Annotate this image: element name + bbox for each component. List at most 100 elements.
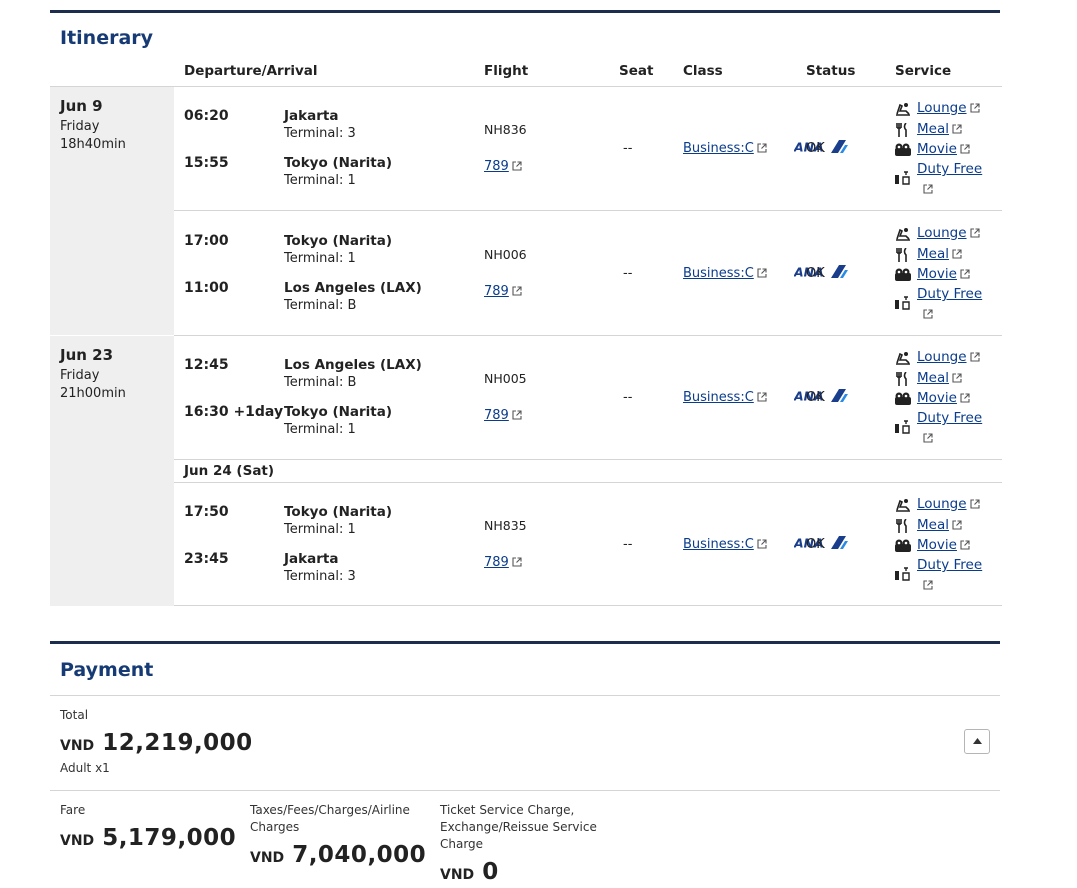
day-weekday: Friday [60,368,100,383]
external-link-icon [960,540,970,550]
ana-logo-text: ANA [794,265,824,278]
day-date: Jun 9 [60,97,103,115]
lounge-icon [896,499,910,512]
duty-free-link[interactable]: Duty Free [894,557,994,595]
departure-airport: Los Angeles (LAX) [284,357,422,373]
arrival-terminal: Terminal: 3 [284,569,356,584]
seat-value: -- [623,390,633,405]
meal-icon [896,123,907,137]
payment-divider [50,695,1000,696]
fare-amount: VND 5,179,000 [60,825,236,851]
collapse-breakdown-button[interactable] [964,729,990,754]
status-value: OK [806,266,825,281]
meal-link[interactable]: Meal [894,121,994,139]
header-departure-arrival: Departure/Arrival [184,63,318,79]
class-value[interactable]: Business:C [683,141,754,156]
itinerary-title: Itinerary [60,27,154,49]
lounge-link[interactable]: Lounge [894,225,994,243]
meal-label[interactable]: Meal [917,370,949,386]
aircraft-link[interactable]: 789 [484,555,522,570]
meal-icon [896,248,907,262]
class-value[interactable]: Business:C [683,390,754,405]
external-link-icon [757,268,767,278]
aircraft-type[interactable]: 789 [484,555,509,570]
duty-free-label[interactable]: Duty Free [917,410,983,426]
status-value: OK [806,390,825,405]
movie-link[interactable]: Movie [894,537,994,555]
lounge-label[interactable]: Lounge [917,349,967,365]
ticket-service-currency: VND [440,867,475,883]
lounge-label[interactable]: Lounge [917,225,967,241]
movie-icon [895,539,911,552]
lounge-link[interactable]: Lounge [894,349,994,367]
movie-label[interactable]: Movie [917,537,957,553]
lounge-icon [896,228,910,241]
duty-free-icon [895,420,910,434]
aircraft-link[interactable]: 789 [484,284,522,299]
duty-free-label[interactable]: Duty Free [917,286,983,302]
arrival-time: 15:55 [184,155,229,171]
duty-free-link[interactable]: Duty Free [894,286,994,324]
departure-airport: Tokyo (Narita) [284,233,393,249]
aircraft-link[interactable]: 789 [484,159,522,174]
aircraft-type[interactable]: 789 [484,284,509,299]
class-value[interactable]: Business:C [683,537,754,552]
movie-label[interactable]: Movie [917,141,957,157]
ticket-service-label: Ticket Service Charge, Exchange/Reissue … [440,803,597,851]
duty-free-link[interactable]: Duty Free [894,410,994,448]
external-link-icon [952,124,962,134]
taxes-value: 7,040,000 [292,842,427,868]
class-link[interactable]: Business:C [683,537,767,552]
aircraft-link[interactable]: 789 [484,408,522,423]
airline-logo: ANA [484,536,848,549]
class-link[interactable]: Business:C [683,266,767,281]
payment-divider [50,790,1000,791]
external-link-icon [952,249,962,259]
movie-icon [895,143,911,156]
duty-free-link[interactable]: Duty Free [894,161,994,199]
duty-free-label[interactable]: Duty Free [917,557,983,573]
fare-value: 5,179,000 [102,825,237,851]
arrival-terminal: Terminal: 1 [284,173,356,188]
day-block: Jun 9 Friday 18h40min [50,87,174,335]
aircraft-type[interactable]: 789 [484,408,509,423]
class-link[interactable]: Business:C [683,141,767,156]
external-link-icon [969,103,980,113]
ana-logo-icon: ANA [794,389,848,402]
meal-label[interactable]: Meal [917,246,949,262]
taxes-label: Taxes/Fees/Charges/Airline Charges [250,803,410,834]
caret-up-icon [973,738,982,744]
lounge-label[interactable]: Lounge [917,100,967,116]
arrival-terminal: Terminal: 1 [284,422,356,437]
class-value[interactable]: Business:C [683,266,754,281]
lounge-link[interactable]: Lounge [894,496,994,514]
aircraft-type[interactable]: 789 [484,159,509,174]
duty-free-label[interactable]: Duty Free [917,161,983,177]
header-service: Service [895,63,952,79]
departure-airport: Tokyo (Narita) [284,504,393,520]
meal-label[interactable]: Meal [917,517,949,533]
total-value: 12,219,000 [102,730,253,756]
external-link-icon [960,269,970,279]
meal-link[interactable]: Meal [894,517,994,535]
movie-link[interactable]: Movie [894,141,994,159]
movie-link[interactable]: Movie [894,390,994,408]
departure-time: 12:45 [184,357,229,373]
status-value: OK [806,537,825,552]
meal-icon [896,519,907,533]
departure-terminal: Terminal: 3 [284,126,356,141]
header-seat: Seat [619,63,654,79]
meal-label[interactable]: Meal [917,121,949,137]
movie-label[interactable]: Movie [917,390,957,406]
lounge-label[interactable]: Lounge [917,496,967,512]
external-link-icon [969,499,980,509]
lounge-link[interactable]: Lounge [894,100,994,118]
external-link-icon [757,539,767,549]
class-link[interactable]: Business:C [683,390,767,405]
ticket-service-value: 0 [482,859,499,885]
meal-link[interactable]: Meal [894,370,994,388]
external-link-icon [952,373,962,383]
movie-label[interactable]: Movie [917,266,957,282]
meal-link[interactable]: Meal [894,246,994,264]
movie-link[interactable]: Movie [894,266,994,284]
